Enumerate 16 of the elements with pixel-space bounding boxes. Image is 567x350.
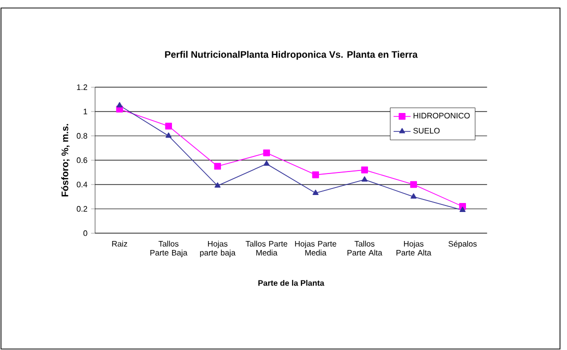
point bbox=[166, 132, 172, 138]
point bbox=[214, 182, 221, 188]
point bbox=[410, 181, 417, 188]
point bbox=[312, 171, 319, 178]
point bbox=[264, 160, 270, 166]
point bbox=[361, 166, 368, 174]
point bbox=[263, 150, 270, 156]
chart-title: Perfil NutricionalPlanta Hidroponica Vs. Planta en Tierra bbox=[165, 50, 418, 60]
point bbox=[362, 176, 368, 182]
point bbox=[410, 193, 417, 199]
y-axis-title: Fósforo; %, m.s. bbox=[61, 124, 70, 196]
point bbox=[165, 122, 172, 130]
point bbox=[460, 206, 466, 212]
point bbox=[116, 102, 123, 108]
point bbox=[214, 162, 221, 170]
point bbox=[312, 190, 319, 195]
